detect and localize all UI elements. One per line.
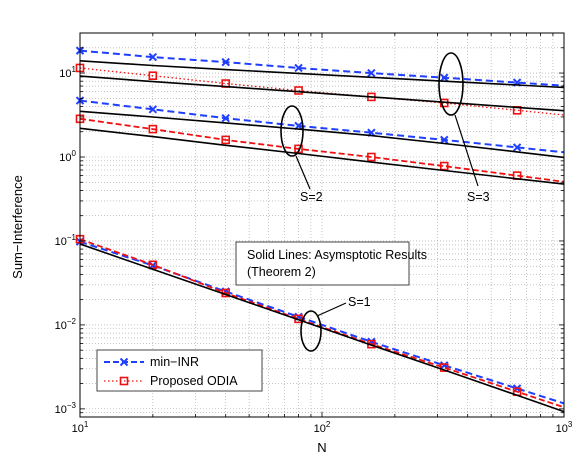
legend: min−INR Proposed ODIA: [96, 349, 263, 392]
annotation-s2: S=2: [280, 105, 323, 204]
data-point-x-marker: [148, 52, 158, 62]
annotation-s2-label: S=2: [300, 190, 323, 204]
series-line: [79, 75, 565, 112]
series-line: [79, 117, 565, 183]
series-asymptotic-s2: [79, 110, 565, 159]
x-tick-label: 101: [72, 420, 89, 435]
note-box: Solid Lines: Asymsptotic Results (Theore…: [235, 241, 427, 286]
note-box-line2: (Theorem 2): [247, 265, 316, 279]
legend-label-min-inr: min−INR: [150, 355, 199, 369]
series-layer: [75, 46, 565, 413]
data-point-square-marker: [294, 86, 303, 95]
x-axis-title: N: [317, 440, 326, 455]
series-line: [79, 238, 565, 409]
y-tick-label: 10−2: [55, 317, 77, 332]
y-tick-label: 10−3: [55, 401, 77, 416]
data-point-square-marker: [367, 152, 376, 162]
data-point-square-marker: [148, 260, 158, 270]
x-tick-label: 103: [556, 420, 573, 435]
axes-frame: [79, 32, 565, 418]
data-point-square-marker: [148, 124, 158, 134]
series-odia-s2: [75, 114, 565, 183]
y-tick-label: 100: [59, 149, 76, 164]
series-line: [79, 60, 565, 89]
data-point-x-marker: [148, 105, 158, 114]
y-tick-label: 10−1: [55, 233, 77, 248]
legend-swatch-min-inr: [104, 357, 144, 367]
series-line: [79, 99, 565, 154]
data-point-x-marker: [367, 68, 376, 78]
series-line: [79, 110, 565, 159]
series-asymptotic-s3: [79, 60, 565, 89]
note-box-line1: Solid Lines: Asymsptotic Results: [247, 248, 427, 262]
annotation-s1-label: S=1: [348, 295, 371, 309]
data-point-square-marker: [439, 161, 449, 171]
annotation-s3: S=3: [438, 52, 490, 204]
data-point-x-marker: [221, 113, 230, 123]
series-asymptotic-s3: [79, 75, 565, 112]
data-point-square-marker: [148, 71, 158, 81]
data-point-x-marker: [512, 143, 522, 152]
series-line: [79, 127, 565, 185]
tick-labels: 101 102 103 10−3 10−2 10−1 100 101: [55, 65, 573, 435]
series-line: [79, 49, 565, 87]
y-tick-label: 101: [59, 65, 76, 80]
x-tick-label: 102: [314, 420, 331, 435]
data-point-x-marker: [440, 73, 449, 82]
annotation-s1: S=1: [300, 295, 371, 352]
legend-swatch-odia: [104, 376, 144, 386]
data-point-square-marker: [221, 135, 230, 145]
series-min-inr-s3: [75, 46, 565, 87]
data-point-x-marker: [294, 63, 303, 73]
legend-label-odia: Proposed ODIA: [150, 374, 238, 388]
series-asymptotic-s1: [79, 243, 565, 413]
series-asymptotic-s2: [79, 127, 565, 185]
annotation-s3-label: S=3: [467, 190, 490, 204]
data-point-x-marker: [221, 57, 230, 67]
data-point-x-marker: [440, 135, 449, 145]
y-axis-title: Sum−Interference: [10, 175, 25, 279]
data-point-square-marker: [439, 363, 449, 372]
series-line: [79, 243, 565, 413]
